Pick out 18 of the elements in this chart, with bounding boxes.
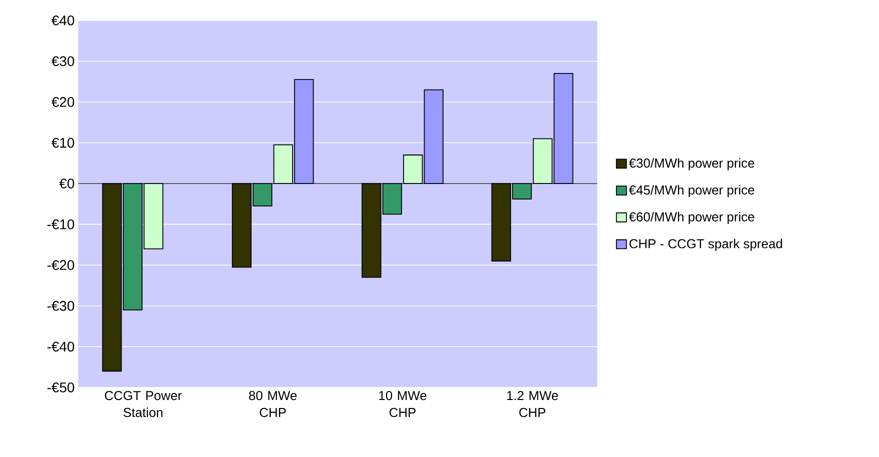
y-tick-label: -€40 bbox=[47, 342, 74, 352]
x-tick-label: 80 MWe CHP bbox=[249, 390, 297, 418]
legend-label: €30/MWh power price bbox=[628, 158, 754, 170]
y-tick-label: -€50 bbox=[47, 382, 74, 392]
x-tick-label: 10 MWe CHP bbox=[379, 390, 426, 418]
x-tick-label: 1.2 MWe CHP bbox=[507, 390, 558, 418]
y-tick-label: €40 bbox=[52, 15, 74, 26]
y-tick-label: €30 bbox=[52, 56, 74, 66]
legend-label: €45/MWh power price bbox=[628, 185, 754, 198]
y-tick-label: €10 bbox=[52, 138, 74, 148]
y-tick-label: -€20 bbox=[47, 260, 74, 270]
y-tick-label: €20 bbox=[52, 97, 74, 107]
y-tick-label: -€30 bbox=[47, 300, 74, 311]
legend-label: CHP - CCGT spark spread bbox=[630, 238, 782, 251]
x-tick-label: CCGT Power Station bbox=[104, 390, 182, 418]
y-tick-label: €0 bbox=[59, 178, 74, 188]
y-tick-label: -€10 bbox=[47, 219, 74, 230]
legend-label: €60/MWh power price bbox=[628, 212, 754, 224]
